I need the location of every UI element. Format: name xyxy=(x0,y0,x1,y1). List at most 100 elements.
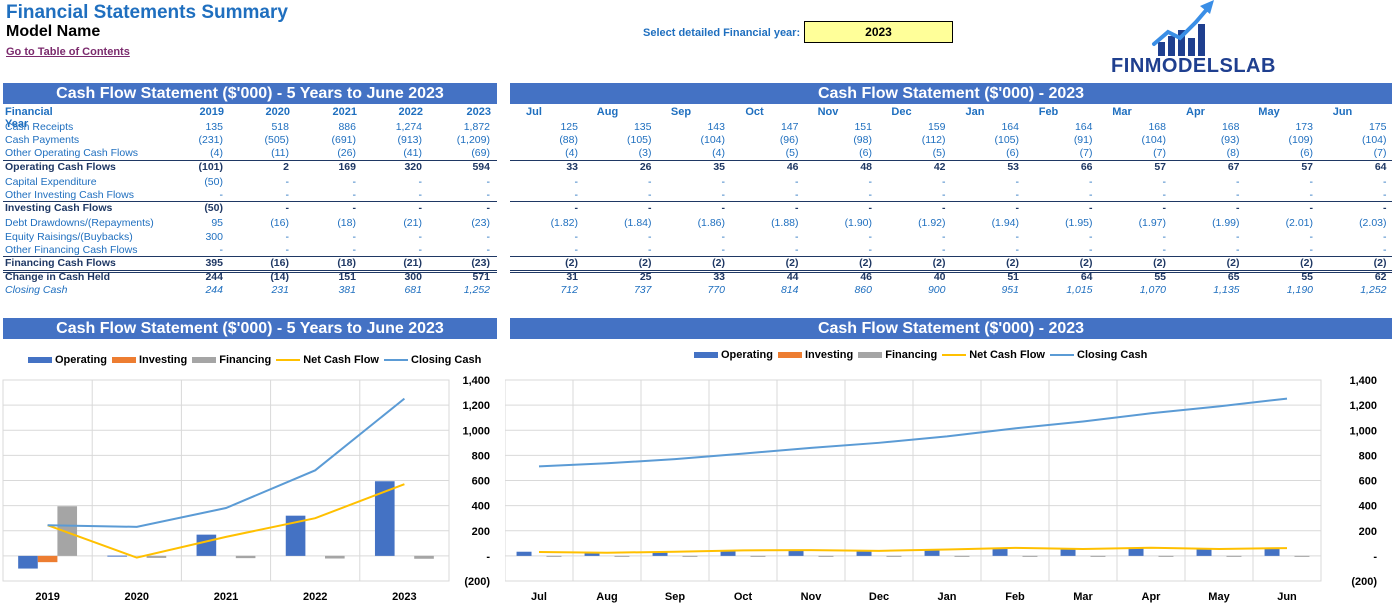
table-of-contents-link[interactable]: Go to Table of Contents xyxy=(6,46,130,58)
cell-value: (91) xyxy=(1073,134,1093,147)
cell-value: - xyxy=(868,230,873,243)
cell-value: 35 xyxy=(713,160,725,173)
annual-column-header: 2023 xyxy=(466,106,491,118)
cell-value: (2) xyxy=(1079,257,1093,269)
cell-value: - xyxy=(795,230,799,243)
series-line xyxy=(538,397,1288,468)
y-tick-label: 600 xyxy=(1359,476,1377,488)
table-row: Financing Cash Flows 395 (16) (18) (21) (23) xyxy=(5,257,495,270)
x-tick-label: Sep xyxy=(665,591,685,603)
cell-value: - xyxy=(868,175,873,188)
total-rule xyxy=(510,201,1392,203)
table-row: (4) (3) (4) (5) (6) (5) (6) (7) (7) (8) (6) (7) xyxy=(510,147,1395,160)
financial-year-input[interactable]: 2023 xyxy=(804,21,953,43)
x-tick-label: 2020 xyxy=(125,591,149,603)
cell-value: 231 xyxy=(271,284,289,297)
total-rule xyxy=(3,256,497,257)
bar xyxy=(954,555,970,557)
cell-value: 175 xyxy=(1368,121,1387,133)
cell-value: 1,015 xyxy=(1066,284,1093,297)
table-row: Change in Cash Held 244 (14) 151 300 571 xyxy=(5,271,495,284)
cell-value: - xyxy=(795,243,799,256)
cell-value: (2) xyxy=(785,257,799,269)
cell-value: 300 xyxy=(404,271,422,284)
cell-value: - xyxy=(1383,189,1387,201)
cell-value: (50) xyxy=(204,175,223,188)
x-tick-label: 2023 xyxy=(392,591,416,603)
cell-value: (2) xyxy=(1300,257,1313,269)
cell-value: (104) xyxy=(1361,134,1387,147)
cell-value: - xyxy=(486,202,491,215)
cell-value: (3) xyxy=(638,147,652,160)
year-select-label: Select detailed Financial year: xyxy=(643,27,801,39)
cell-value: - xyxy=(285,243,290,256)
cell-value: - xyxy=(219,243,224,256)
total-rule xyxy=(3,270,497,274)
x-tick-label: Jun xyxy=(1277,591,1297,603)
table-row: Other Investing Cash Flows - - - - - xyxy=(5,189,495,202)
cell-value: 51 xyxy=(1007,271,1019,284)
cell-value: - xyxy=(868,243,873,256)
legend-label: Operating xyxy=(721,349,773,361)
cell-value: (691) xyxy=(331,134,356,147)
cell-value: (1.90) xyxy=(844,217,872,230)
legend-swatch xyxy=(858,352,883,358)
cell-value: (505) xyxy=(264,134,289,147)
cell-value: 1,135 xyxy=(1213,284,1240,297)
cell-value: - xyxy=(721,230,726,243)
cell-value: (1.95) xyxy=(1065,217,1093,230)
page-title: Financial Statements Summary xyxy=(6,2,288,23)
cell-value: 951 xyxy=(1001,284,1019,297)
legend-swatch xyxy=(694,352,718,358)
y-tick-label: 600 xyxy=(472,476,490,488)
monthly-chart-legend: Operating Investing Financing Net Cash Flow… xyxy=(694,349,1152,361)
bar xyxy=(37,555,58,563)
cell-value: 31 xyxy=(566,271,578,284)
cell-value: - xyxy=(1162,202,1167,215)
legend-swatch xyxy=(28,357,52,363)
cell-value: (913) xyxy=(397,134,422,147)
table-row: Other Financing Cash Flows - - - - - xyxy=(5,244,495,257)
cell-value: (231) xyxy=(198,134,223,147)
cell-value: - xyxy=(1015,230,1020,243)
x-tick-label: Feb xyxy=(1005,591,1025,603)
row-label: Financing Cash Flows xyxy=(5,257,116,269)
total-rule xyxy=(3,201,497,203)
cell-value: 147 xyxy=(780,121,799,133)
cell-value: 860 xyxy=(854,284,872,297)
cell-value: - xyxy=(418,230,423,243)
monthly-column-header: Apr xyxy=(1186,106,1205,118)
bar xyxy=(818,555,834,557)
cell-value: (7) xyxy=(1153,147,1166,160)
y-tick-label: 200 xyxy=(472,526,490,538)
cell-value: - xyxy=(486,189,491,201)
cell-value: (23) xyxy=(471,217,490,230)
cell-value: 2 xyxy=(283,160,289,173)
cell-value: (105) xyxy=(626,134,652,147)
table-row: (88) (105) (104) (96) (98) (112) (105) (91) (104… xyxy=(510,134,1395,147)
legend-item: Financing xyxy=(858,349,937,361)
cell-value: (1.88) xyxy=(771,217,799,230)
bar xyxy=(1158,555,1174,557)
cell-value: 48 xyxy=(860,160,872,173)
bar xyxy=(614,555,630,557)
cell-value: 173 xyxy=(1295,121,1313,133)
row-label: Change in Cash Held xyxy=(5,271,111,284)
cell-value: (4) xyxy=(565,147,578,160)
table-row: Cash Payments (231) (505) (691) (913) (1,209) xyxy=(5,134,495,147)
x-tick-label: Dec xyxy=(869,591,889,603)
cell-value: (5) xyxy=(785,147,799,160)
bar xyxy=(1226,555,1242,557)
row-label: Cash Receipts xyxy=(5,121,74,133)
y-tick-label: 200 xyxy=(1359,526,1377,538)
cell-value: 1,252 xyxy=(463,284,490,297)
bar xyxy=(1264,547,1280,556)
table-row: 33 26 35 46 48 42 53 66 57 67 57 64 xyxy=(510,161,1395,174)
cell-value: - xyxy=(1309,202,1314,215)
cell-value: 42 xyxy=(933,160,946,173)
x-tick-label: Mar xyxy=(1073,591,1093,603)
cell-value: (2) xyxy=(1006,257,1019,269)
cell-value: - xyxy=(1015,175,1020,188)
cell-value: 46 xyxy=(786,160,799,173)
cell-value: - xyxy=(942,243,946,256)
